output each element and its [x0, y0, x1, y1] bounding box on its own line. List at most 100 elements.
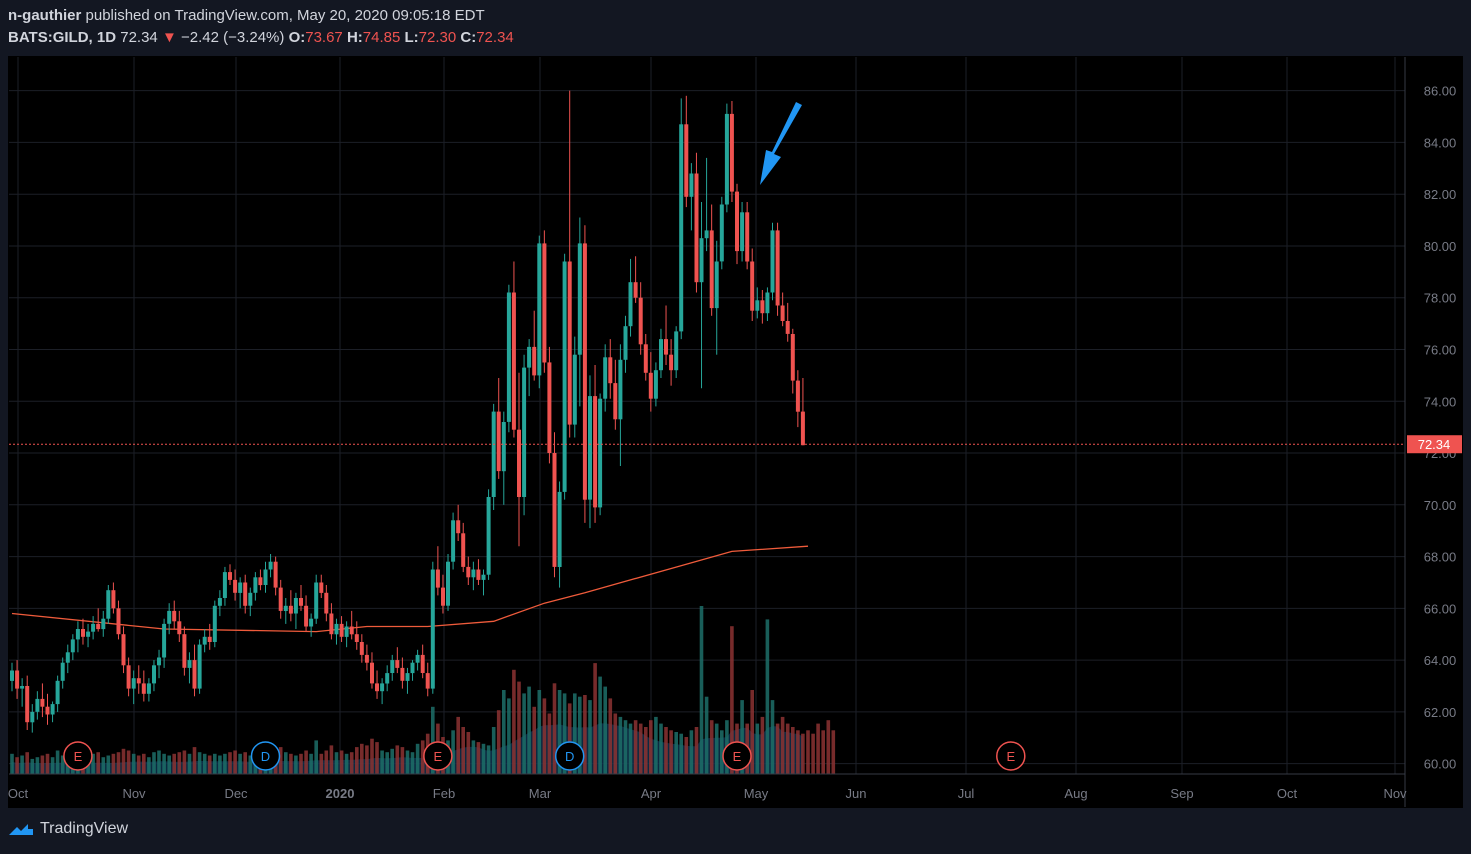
tradingview-logo[interactable]: TradingView — [8, 820, 128, 838]
last-price-badge — [1407, 435, 1462, 454]
chart-area[interactable] — [8, 56, 1463, 808]
candle-body — [35, 698, 40, 712]
candle — [689, 163, 694, 231]
volume-bar — [471, 740, 476, 774]
candle — [648, 352, 653, 412]
volume-bar — [218, 755, 222, 774]
volume-bar — [456, 716, 460, 774]
candle-body — [45, 706, 50, 715]
price-tick-label: 76.00 — [1424, 342, 1457, 357]
volume-bar — [157, 750, 161, 774]
candle-body — [441, 587, 445, 606]
candle-body — [202, 636, 207, 645]
volume-bar — [527, 686, 531, 774]
volume-bar — [116, 752, 121, 774]
volume-bar — [537, 690, 542, 774]
volume-bar — [461, 727, 465, 774]
candle — [96, 608, 101, 632]
volume-bar — [136, 755, 141, 774]
candle — [329, 603, 334, 640]
volume-bar — [791, 727, 795, 774]
annotation-arrow-icon — [760, 102, 802, 185]
published-text: published on TradingView.com, May 20, 20… — [85, 7, 485, 24]
candle — [375, 670, 379, 699]
time-tick-label: Nov — [1383, 786, 1407, 801]
volume-bar — [709, 720, 714, 774]
candle — [714, 240, 719, 355]
volume-bar — [365, 745, 369, 774]
volume-bar — [309, 753, 313, 774]
candle — [116, 600, 121, 640]
candle-body — [699, 238, 704, 283]
volume-bar — [694, 727, 699, 774]
candle-body — [562, 261, 567, 492]
candle — [557, 481, 562, 588]
volume-bar — [60, 755, 65, 774]
candle-body — [167, 610, 172, 624]
candle — [390, 654, 395, 681]
candle-body — [542, 243, 547, 363]
volume-bar — [785, 723, 790, 774]
candle-body — [228, 572, 232, 580]
candle-body — [684, 124, 689, 197]
candle — [167, 603, 172, 635]
candle — [182, 626, 187, 676]
candle — [233, 569, 238, 601]
volume-bar — [649, 720, 653, 774]
candle — [349, 610, 354, 640]
candle — [60, 657, 65, 689]
candle-body — [435, 569, 440, 588]
volume-bar — [213, 753, 217, 774]
candle-body — [390, 660, 395, 673]
candle-body — [674, 331, 679, 371]
candle-body — [750, 261, 755, 311]
candle — [679, 98, 684, 340]
volume-bar — [451, 730, 455, 774]
candle-body — [314, 582, 319, 619]
volume-bar — [547, 713, 552, 774]
volume-bar — [760, 716, 765, 774]
volume-bar — [638, 723, 643, 774]
symbol-name[interactable]: BATS:GILD, 1D — [8, 29, 117, 46]
candle-body — [126, 665, 131, 689]
volume-bar — [35, 757, 40, 774]
price-tick-label: 68.00 — [1424, 550, 1457, 565]
volume-bar — [431, 706, 435, 774]
candle-body — [659, 339, 663, 371]
volume-bar — [91, 753, 95, 774]
volume-bar — [375, 742, 379, 774]
candle — [405, 667, 410, 694]
candle — [755, 287, 760, 319]
candle — [446, 554, 450, 611]
candle-body — [131, 678, 136, 689]
volume-bar — [355, 747, 359, 774]
publish-info: n-gauthier published on TradingView.com,… — [8, 7, 485, 24]
author-name[interactable]: n-gauthier — [8, 7, 82, 24]
volume-bar — [152, 752, 156, 774]
time-tick-label: Dec — [224, 786, 248, 801]
candle-body — [582, 243, 587, 500]
candle — [283, 598, 288, 624]
volume-bar — [659, 723, 663, 774]
candle — [30, 704, 35, 733]
volume-bar — [770, 700, 775, 774]
candle-body — [446, 561, 450, 606]
candle-body — [643, 344, 648, 373]
candle — [740, 202, 745, 262]
price-tick-label: 84.00 — [1424, 135, 1457, 150]
volume-bar — [400, 747, 405, 774]
volume-bar — [380, 750, 384, 774]
volume-bar — [684, 737, 689, 774]
candle — [202, 629, 207, 653]
candle — [669, 339, 674, 386]
candle-body — [96, 623, 101, 630]
candle-body — [511, 292, 516, 430]
candle-body — [552, 453, 557, 567]
candle — [152, 660, 156, 692]
candle — [20, 678, 25, 707]
candle-body — [491, 411, 496, 497]
candle — [15, 660, 20, 699]
volume-bar — [101, 757, 106, 774]
candle-body — [557, 491, 562, 567]
